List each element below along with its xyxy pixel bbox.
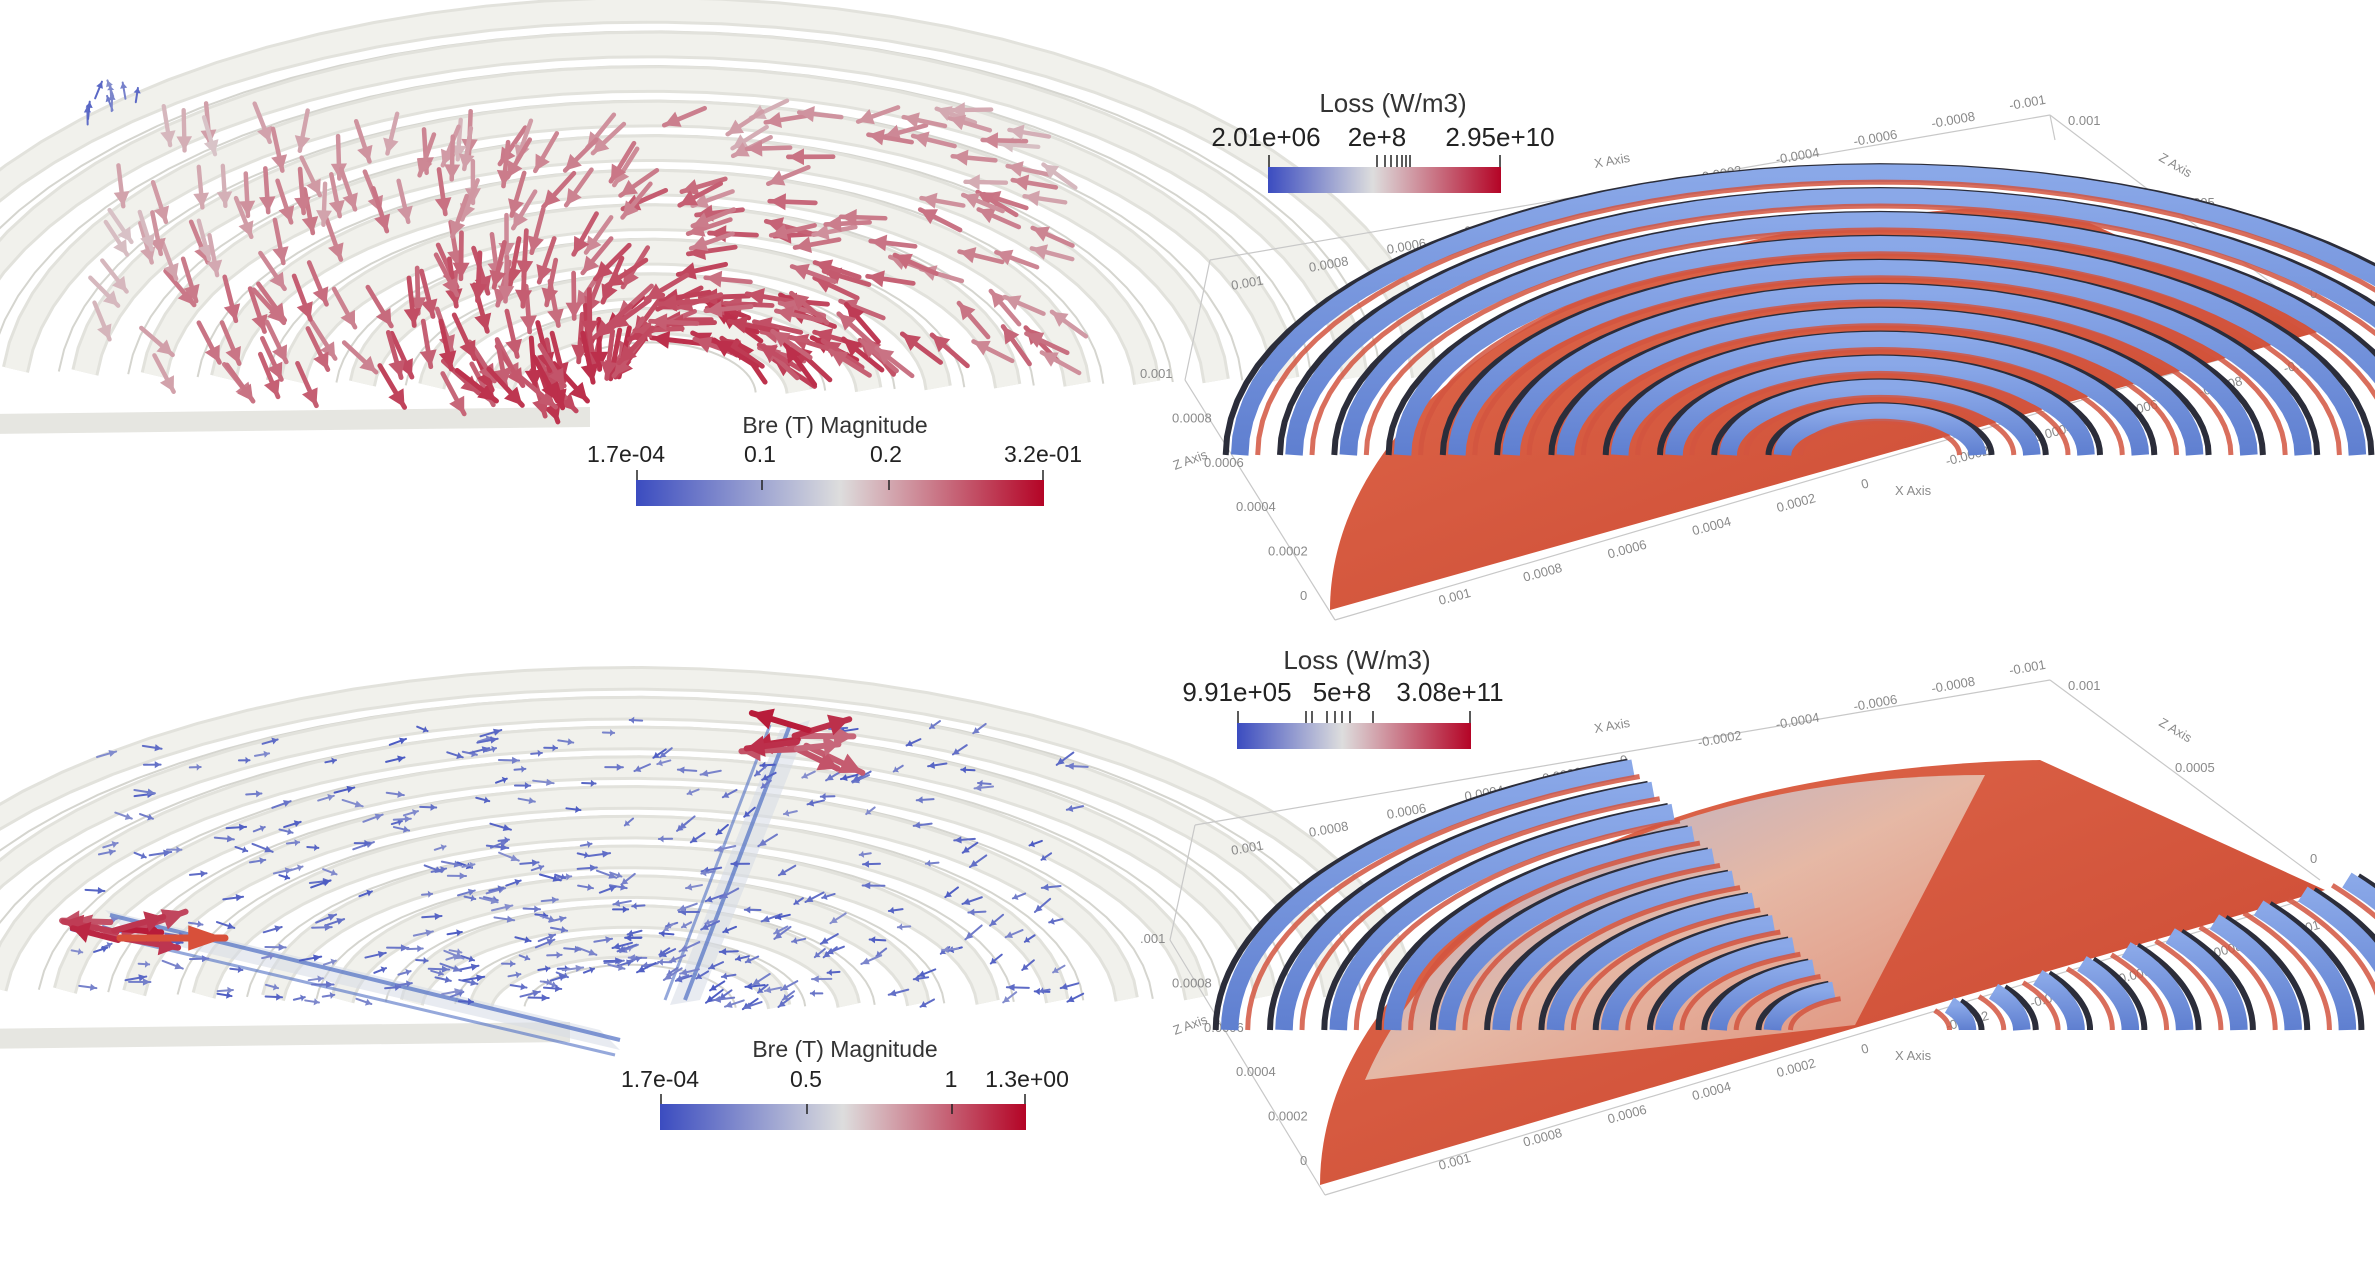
axis-tick-label: -0.001 [2008, 92, 2047, 113]
axis-tick-label: 0 [1859, 476, 1870, 492]
axis-tick-label: -0.0006 [1852, 692, 1898, 714]
colorbar-min-label: 9.91e+05 [1182, 677, 1291, 707]
axis-tick-label: 0.0004 [1690, 1079, 1732, 1104]
axis-tick-label: 0.0004 [1236, 499, 1276, 514]
coil-rings-top-right [1222, 163, 2375, 456]
axis-tick-label: 0.0004 [1690, 514, 1732, 539]
axis-tick-label: -0.0008 [1930, 674, 1976, 696]
colorbar-mid-label: 5e+8 [1313, 677, 1372, 707]
colorbar-mid-label: 2e+8 [1348, 122, 1407, 152]
colorbar-gradient [1268, 167, 1501, 193]
axis-tick-label: 0.0006 [1606, 1102, 1648, 1127]
axis-tick-label: -0.0004 [1775, 145, 1821, 167]
axis-tick-label: 0.0002 [1268, 1109, 1308, 1124]
colorbar-title: Loss (W/m3) [1283, 645, 1430, 675]
disk-base [1330, 205, 2325, 610]
colorbar-title: Bre (T) Magnitude [742, 412, 927, 438]
colorbar-gradient [660, 1104, 1026, 1130]
field-arrows-bottom-left [69, 716, 1089, 1011]
axis-tick-label: 0.0008 [1172, 975, 1212, 990]
axis-tick-label: 0.0008 [1308, 818, 1350, 840]
colorbar-tick-label: 0.1 [744, 441, 776, 467]
axis-tick-label: 0 [1300, 588, 1307, 603]
axis-tick-label: -0.0004 [1775, 710, 1821, 732]
axis-tick-label: 0.0002 [1268, 544, 1308, 559]
axis-tick-label: 0.001 [2068, 678, 2101, 693]
axis-tick-label: 0.001 [1437, 1150, 1472, 1173]
panel-bottom-right-loss: 0.0010.00080.00060.00040.00020-0.0002-0.… [1140, 645, 2375, 1196]
axis-tick-label: 0.0008 [1308, 253, 1350, 275]
colorbar-top-right: Loss (W/m3) 2.01e+06 2e+8 2.95e+10 [1211, 88, 1555, 193]
colorbar-max-label: 3.08e+11 [1396, 677, 1503, 707]
axis-title: X Axis [1895, 483, 1932, 498]
panel-top-right-loss: 0.0010.00080.00060.00040.00020-0.0002-0.… [1140, 88, 2375, 621]
axis-tick-label: 0.001 [1230, 273, 1265, 293]
colorbar-tick-label: 1.7e-04 [621, 1066, 699, 1092]
axis-tick-label: 0.0006 [1386, 800, 1428, 822]
axis-title: Z Axis [2157, 150, 2196, 181]
colorbar-tick-marks [1268, 155, 1501, 167]
axis-tick-label: 0.0006 [1204, 455, 1244, 470]
colorbar-bottom-left: Bre (T) Magnitude 1.7e-04 0.5 1 1.3e+00 [621, 1036, 1069, 1130]
coil-rings-top-left [0, 0, 1439, 434]
axis-tick-label: -0.001 [2008, 657, 2047, 678]
colorbar-tick-label: 1 [945, 1066, 958, 1092]
colorbar-bottom-right: Loss (W/m3) 9.91e+05 5e+8 3.08e+11 [1182, 645, 1504, 749]
colorbar-tick-label: 1.7e-04 [587, 441, 665, 467]
colorbar-tick-label: 1.3e+00 [985, 1066, 1069, 1092]
coil-rings-bottom-right [1212, 758, 2375, 1031]
coil-rings-bottom-left [0, 665, 1417, 1049]
axis-tick-label: 0.0004 [1236, 1064, 1276, 1079]
axis-tick-label: 0 [2310, 851, 2317, 866]
axis-tick-label: .001 [1140, 931, 1165, 946]
colorbar-tick-marks [636, 470, 1044, 490]
panel-bottom-left-field: Bre (T) Magnitude 1.7e-04 0.5 1 1.3e+00 [0, 665, 1417, 1130]
axis-tick-label: 0.0002 [1775, 1055, 1817, 1080]
axis-tick-label: 0.001 [2068, 113, 2101, 128]
panel-top-left-field: Bre (T) Magnitude 1.7e-04 0.1 0.2 3.2e-0… [0, 0, 1439, 506]
colorbar-title: Loss (W/m3) [1319, 88, 1466, 118]
colorbar-gradient [1237, 723, 1471, 749]
colorbar-max-label: 2.95e+10 [1445, 122, 1554, 152]
colorbar-gradient [636, 480, 1044, 506]
axis-tick-label: 0.0008 [1521, 1125, 1563, 1150]
field-arrows-top-left [83, 79, 1089, 425]
axis-tick-label: 0.001 [1140, 366, 1173, 381]
axis-tick-label: -0.0008 [1930, 109, 1976, 131]
axis-tick-label: -0.0002 [1697, 728, 1743, 750]
axis-tick-label: 0.0006 [1606, 537, 1648, 562]
large-field-arrows-bottom-left [59, 708, 866, 956]
colorbar-tick-marks [1237, 711, 1471, 723]
axis-tick-label: 0.0005 [2175, 760, 2215, 775]
axis-title: X Axis [1593, 150, 1632, 171]
colorbar-tick-label: 0.5 [790, 1066, 822, 1092]
colorbar-tick-marks [660, 1094, 1026, 1114]
axis-title: Z Axis [2157, 715, 2196, 746]
colorbar-tick-label: 3.2e-01 [1004, 441, 1082, 467]
colorbar-tick-label: 0.2 [870, 441, 902, 467]
colorbar-min-label: 2.01e+06 [1211, 122, 1320, 152]
axis-tick-label: 0 [1859, 1041, 1870, 1057]
axis-title: X Axis [1593, 715, 1632, 736]
axis-tick-label: 0 [1300, 1153, 1307, 1168]
axis-title: X Axis [1895, 1048, 1932, 1063]
colorbar-top-left: Bre (T) Magnitude 1.7e-04 0.1 0.2 3.2e-0… [587, 412, 1082, 506]
bounding-box-bottom-right [1169, 679, 2321, 1196]
disk-bottom-right [1212, 758, 2375, 1185]
axis-tick-label: 0.001 [1230, 838, 1265, 858]
axis-tick-label: 0.0002 [1775, 490, 1817, 515]
disk-top-right [1222, 163, 2375, 610]
colorbar-title: Bre (T) Magnitude [752, 1036, 937, 1062]
axis-tick-label: 0.0008 [1172, 410, 1212, 425]
